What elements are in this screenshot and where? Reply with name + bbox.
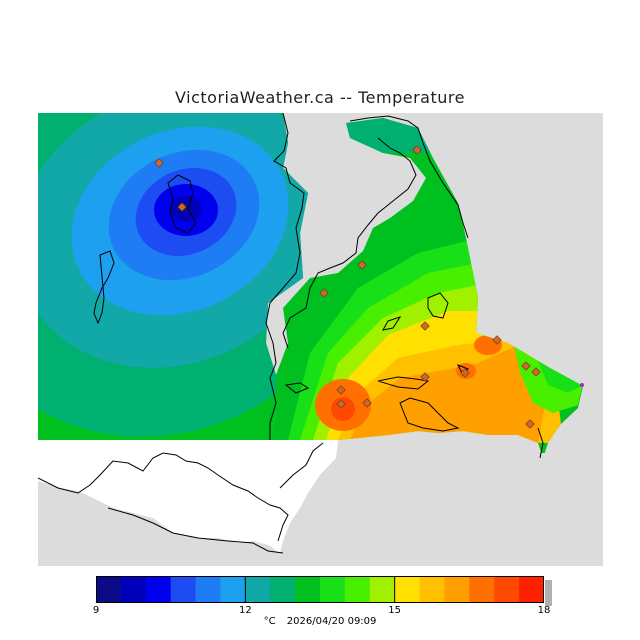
station-marker — [154, 158, 164, 168]
timestamp: 2026/04/20 09:09 — [286, 616, 377, 627]
station-marker — [336, 385, 346, 395]
station-marker — [580, 383, 584, 387]
map-title: VictoriaWeather.ca -- Temperature — [175, 88, 465, 107]
legend-swatch — [295, 576, 321, 603]
legend-swatch — [320, 576, 346, 603]
station-marker — [492, 335, 502, 345]
legend-swatch — [96, 576, 122, 603]
unit-label: °C — [263, 616, 276, 627]
legend-swatch — [245, 576, 271, 603]
station-marker — [525, 419, 535, 429]
station-marker — [362, 398, 372, 408]
legend-swatch — [419, 576, 445, 603]
legend-swatch — [494, 576, 520, 603]
station-marker — [319, 288, 329, 298]
stations — [154, 145, 541, 429]
legend-swatch — [369, 576, 396, 603]
legend-swatch — [270, 576, 296, 603]
legend-swatch — [170, 576, 197, 603]
legend-swatch — [444, 576, 470, 603]
coastlines — [38, 113, 544, 554]
temperature-map[interactable] — [38, 113, 603, 566]
legend-swatch — [394, 576, 421, 603]
legend-tick-label: 12 — [238, 605, 252, 616]
temperature-legend — [96, 576, 544, 603]
station-marker — [357, 260, 367, 270]
legend-swatch — [195, 576, 221, 603]
legend-tick-label: 15 — [388, 605, 402, 616]
station-marker — [420, 321, 430, 331]
legend-tick-label: 9 — [92, 605, 100, 616]
station-marker — [177, 202, 187, 212]
station-marker — [412, 145, 422, 155]
legend-swatch — [145, 576, 172, 603]
station-marker — [336, 399, 346, 409]
legend-swatch — [220, 576, 246, 603]
legend-swatch — [344, 576, 371, 603]
no-data-water — [38, 440, 338, 553]
station-marker — [531, 367, 541, 377]
legend-tick-label: 18 — [537, 605, 551, 616]
legend-swatch — [469, 576, 495, 603]
west-contour-field — [38, 113, 308, 440]
station-marker — [521, 361, 531, 371]
station-marker — [460, 368, 470, 378]
station-marker — [420, 372, 430, 382]
legend-swatch — [519, 576, 544, 603]
legend-swatch — [120, 576, 147, 603]
map-footer: °C 2026/04/20 09:09 — [0, 616, 640, 627]
